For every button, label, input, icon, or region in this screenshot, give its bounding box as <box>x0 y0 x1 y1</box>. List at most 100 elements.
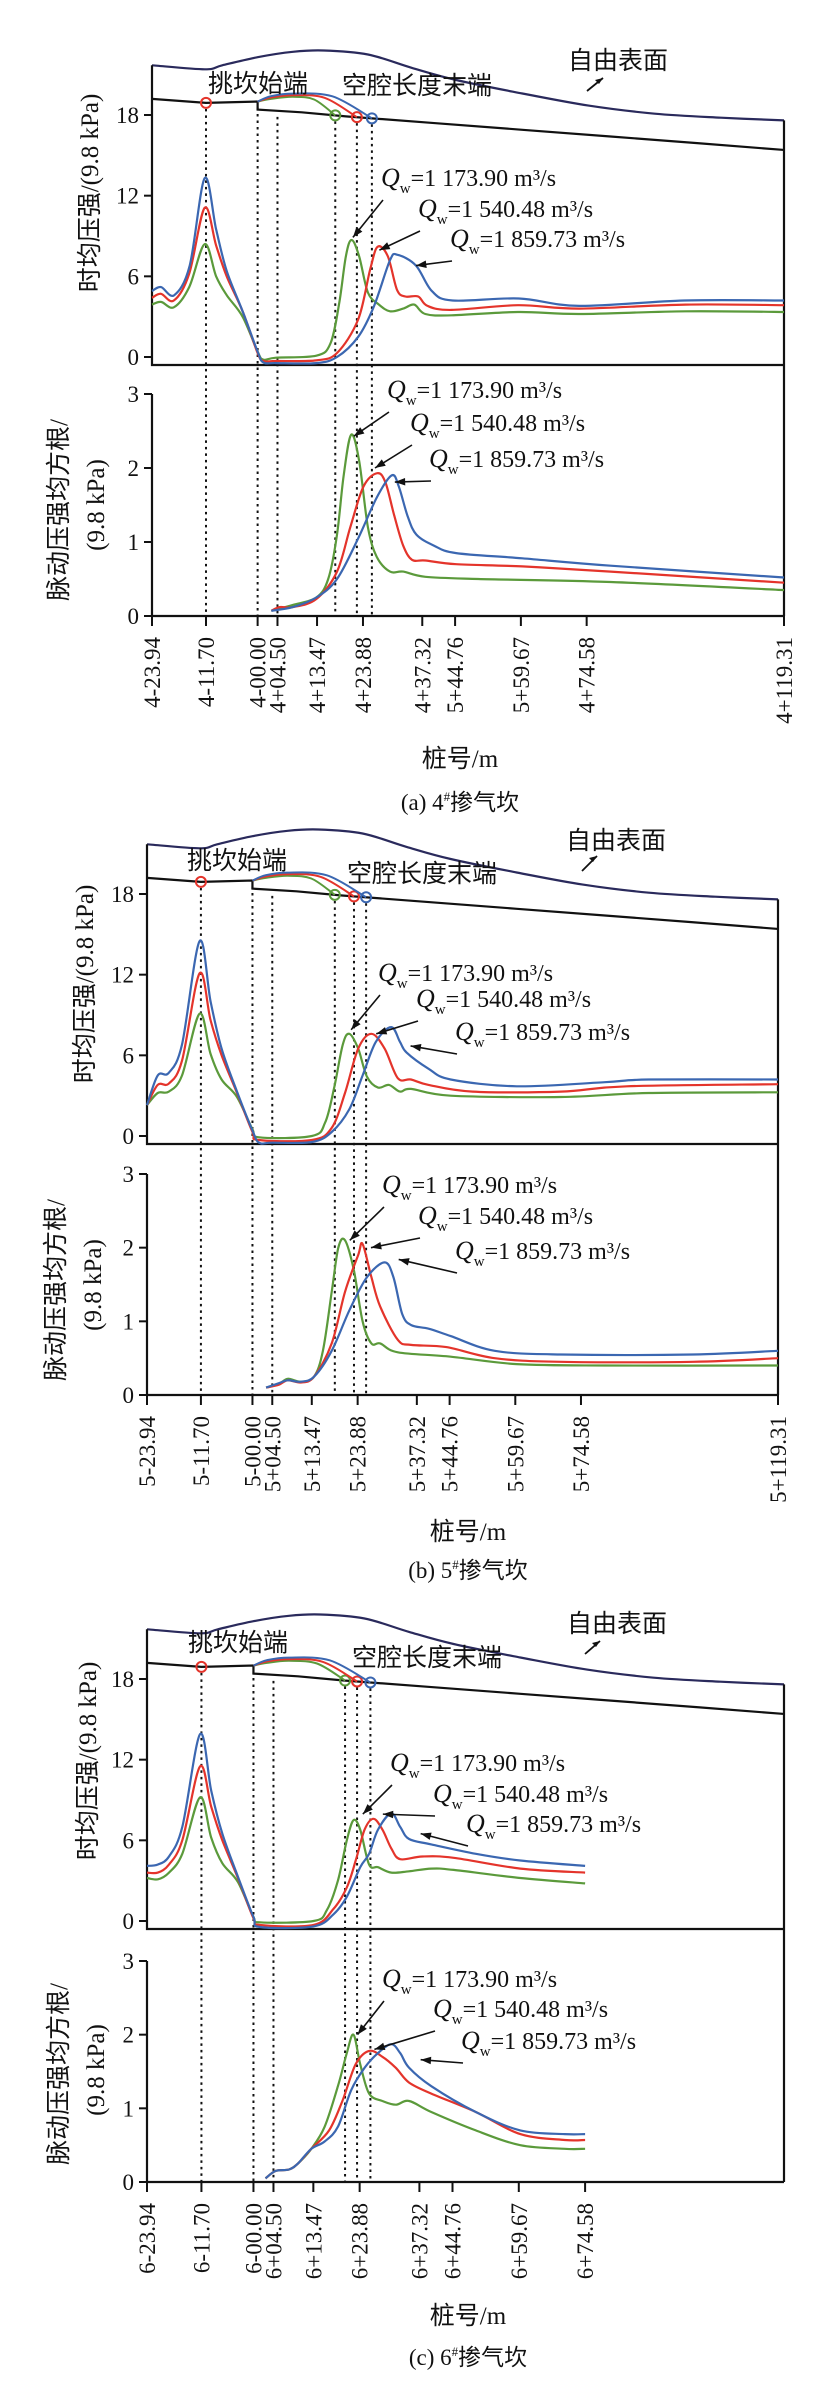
series-line-blue <box>265 1261 779 1389</box>
y-tick-label: 3 <box>128 382 140 407</box>
y-tick-label: 12 <box>111 1748 134 1773</box>
series-label-q: Q <box>461 2026 480 2055</box>
series-label: Qw=1 173.90 m³/s <box>382 1170 557 1204</box>
x-axis-title: 桩号/m <box>430 2302 507 2330</box>
series-label-value: =1 859.73 m³/s <box>459 447 604 473</box>
series-label: Qw=1 540.48 m³/s <box>416 984 591 1018</box>
y-tick-label: 2 <box>123 1236 135 1261</box>
x-tick-label: 6-11.70 <box>189 2203 214 2273</box>
caption-prefix: (b) 5 <box>408 1558 452 1583</box>
series-label-sub: w <box>437 1219 448 1235</box>
series-label-q: Q <box>418 194 437 223</box>
caption-prefix: (c) 6 <box>409 2345 452 2370</box>
series-label: Qw=1 859.73 m³/s <box>455 1017 630 1051</box>
arrowhead-icon <box>376 1027 388 1035</box>
series-label: Qw=1 173.90 m³/s <box>382 1964 557 1998</box>
series-label-value: =1 540.48 m³/s <box>446 987 591 1013</box>
series-label-value: =1 173.90 m³/s <box>417 378 562 404</box>
series-label-value: =1 859.73 m³/s <box>485 1020 630 1046</box>
y-tick-label: 3 <box>123 1162 135 1187</box>
caption-suffix: 掺气坎 <box>458 2345 527 2370</box>
y-tick-label: 18 <box>111 882 134 907</box>
series-label-sub: w <box>409 1766 420 1782</box>
arrowhead-icon <box>410 1043 422 1052</box>
y-tick-label: 18 <box>116 103 139 128</box>
cavity-end-marker <box>360 891 373 904</box>
series-label: Qw=1 173.90 m³/s <box>387 375 562 409</box>
series-label-sub: w <box>435 1002 446 1018</box>
series-label: Qw=1 173.90 m³/s <box>378 958 553 992</box>
free-surface-line <box>146 1613 785 1686</box>
series-label-sub: w <box>448 462 459 478</box>
x-tick-label: 5+59.67 <box>503 1416 528 1492</box>
x-tick-label: 4-00.00 <box>246 637 271 708</box>
x-tick-label: 5+119.31 <box>766 1416 791 1503</box>
chute-floor-line <box>146 1661 785 1716</box>
arrowhead-icon <box>353 427 365 437</box>
series-line-red <box>264 2049 586 2180</box>
series-label-q: Q <box>455 1236 474 1265</box>
series-line-red <box>270 472 785 612</box>
arrowhead-icon <box>394 477 406 486</box>
series-line-blue <box>271 473 785 612</box>
series-label-sub: w <box>485 1827 496 1843</box>
panel-caption: (b) 5#掺气坎 <box>408 1557 528 1583</box>
x-axis-title: 桩号/m <box>430 1518 507 1546</box>
arrowhead-icon <box>374 459 386 468</box>
cavity-end-marker <box>339 1674 352 1687</box>
series-label: Qw=1 540.48 m³/s <box>433 1779 608 1813</box>
x-tick-label: 6+04.50 <box>261 2203 286 2279</box>
series-label-q: Q <box>418 1201 437 1230</box>
label-cavity-end: 空腔长度末端 <box>352 1644 502 1672</box>
series-label: Qw=1 859.73 m³/s <box>450 224 625 258</box>
series-label-value: =1 173.90 m³/s <box>411 166 556 192</box>
bottom-plot-axes <box>145 1961 784 2184</box>
y-tick-label: 6 <box>123 1828 135 1853</box>
y-tick-label: 12 <box>116 184 139 209</box>
free-surface-line <box>151 49 785 122</box>
series-line-blue <box>145 939 779 1145</box>
series-label: Qw=1 859.73 m³/s <box>429 444 604 478</box>
series-label-value: =1 173.90 m³/s <box>412 1173 557 1199</box>
cavity-end-marker <box>328 888 341 901</box>
arrowhead-icon <box>362 1804 373 1815</box>
y-tick-label: 0 <box>128 604 140 629</box>
series-label-value: =1 540.48 m³/s <box>463 1997 608 2023</box>
cavity-end-marker <box>351 1675 364 1688</box>
label-cavity-end: 空腔长度末端 <box>347 860 497 888</box>
cavity-end-marker <box>347 890 360 903</box>
series-line-red <box>146 971 779 1143</box>
y-tick-label: 0 <box>128 345 140 370</box>
x-tick-label: 5+37.32 <box>405 1416 430 1492</box>
series-label-sub: w <box>400 181 411 197</box>
y-axis-title-rms-line2: (9.8 kPa) <box>83 2024 110 2116</box>
series-line-red <box>151 206 785 363</box>
series-line-green <box>146 1012 779 1140</box>
x-tick-label: 4-11.70 <box>194 637 219 707</box>
nappe-lower-profile <box>253 1659 346 1682</box>
series-label-sub: w <box>401 1188 412 1204</box>
series-label-q: Q <box>382 1964 401 1993</box>
arrowhead-icon <box>592 1641 600 1647</box>
series-line-green <box>146 1796 586 1924</box>
arrowhead-icon <box>398 1258 410 1266</box>
series-line-blue <box>146 1732 586 1930</box>
series-label: Qw=1 859.73 m³/s <box>455 1236 630 1270</box>
weir-start-marker <box>195 1660 208 1673</box>
arrowhead-icon <box>357 2024 367 2035</box>
series-label-q: Q <box>455 1017 474 1046</box>
arrowhead-icon <box>374 2042 386 2051</box>
x-tick-label: 5+74.58 <box>569 1416 594 1492</box>
top-plot-axes <box>145 844 778 1146</box>
series-label-q: Q <box>410 408 429 437</box>
series-label-q: Q <box>416 984 435 1013</box>
series-label-value: =1 859.73 m³/s <box>496 1812 641 1838</box>
series-label-q: Q <box>433 1994 452 2023</box>
series-label-sub: w <box>452 2012 463 2028</box>
arrowhead-icon <box>420 2056 432 2065</box>
y-axis-title-mean-pressure: 时均压强/(9.8 kPa) <box>71 885 99 1084</box>
x-tick-label: 6+23.88 <box>348 2203 373 2279</box>
label-free-surface: 自由表面 <box>566 827 666 855</box>
x-tick-label: 6+74.58 <box>573 2203 598 2279</box>
y-axis-title-rms-line2: (9.8 kPa) <box>83 459 110 551</box>
